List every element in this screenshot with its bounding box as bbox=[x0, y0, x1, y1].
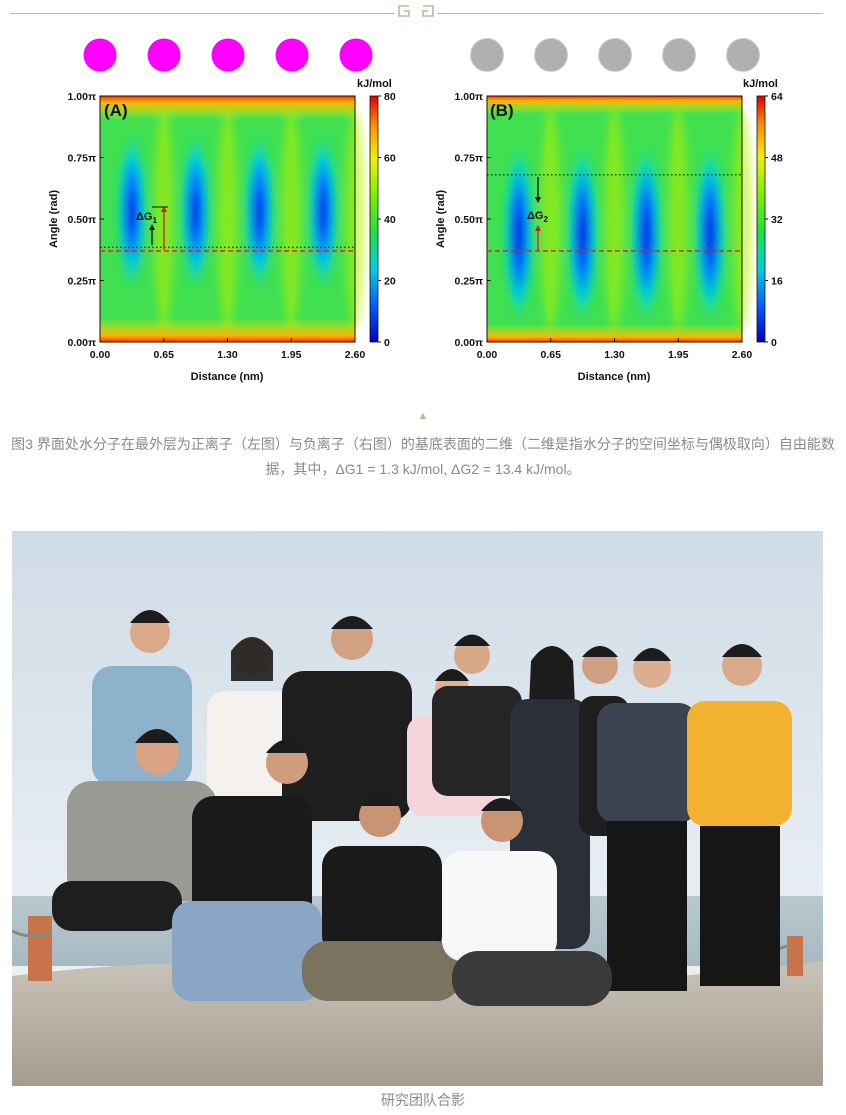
delta-g2-label: ΔG bbox=[527, 210, 543, 222]
x-tick-label: 0.65 bbox=[541, 349, 562, 361]
colorbar-tick-label: 48 bbox=[771, 153, 783, 165]
x-tick-label: 0.65 bbox=[154, 349, 175, 361]
fret-ornament-icon bbox=[398, 5, 410, 17]
panel-label-b: (B) bbox=[490, 101, 514, 120]
x-tick-label: 1.30 bbox=[217, 349, 238, 361]
y-tick-label: 0.00π bbox=[455, 337, 483, 349]
y-tick-label: 1.00π bbox=[68, 91, 96, 103]
x-tick-label: 1.30 bbox=[604, 349, 625, 361]
heatmap-panel-a: (A) ΔG1 bbox=[99, 95, 365, 343]
colorbar-tick-label: 20 bbox=[384, 276, 396, 288]
y-tick-label: 1.00π bbox=[455, 91, 483, 103]
heatmap-minimum bbox=[307, 127, 340, 296]
delta-g1-annotation: ΔG1 bbox=[136, 206, 168, 250]
heatmap-minimum bbox=[502, 140, 535, 328]
anion-icon bbox=[662, 38, 696, 72]
x-tick-label: 1.95 bbox=[281, 349, 302, 361]
anion-icon bbox=[598, 38, 632, 72]
x-tick-label: 0.00 bbox=[477, 349, 498, 361]
cation-icon bbox=[339, 38, 373, 72]
panel-label-a: (A) bbox=[104, 101, 128, 120]
caption-arrow-icon: ▲ bbox=[417, 410, 429, 422]
top-ornament bbox=[0, 0, 846, 24]
fret-ornament-icon bbox=[422, 5, 434, 17]
x-tick-label: 1.95 bbox=[668, 349, 689, 361]
x-tick-label: 2.60 bbox=[345, 349, 366, 361]
heatmap-ridge bbox=[668, 108, 689, 330]
team-photo bbox=[12, 531, 823, 1086]
x-tick-label: 0.00 bbox=[90, 349, 111, 361]
svg-text:ΔG2: ΔG2 bbox=[527, 210, 548, 224]
y-tick-label: 0.75π bbox=[455, 153, 483, 165]
cation-icon bbox=[275, 38, 309, 72]
delta-g1-label: ΔG bbox=[136, 211, 152, 223]
y-tick-label: 0.75π bbox=[68, 153, 96, 165]
colorbar-tick-label: 32 bbox=[771, 214, 783, 226]
svg-text:ΔG1: ΔG1 bbox=[136, 211, 157, 225]
heatmap-minimum bbox=[566, 140, 599, 328]
photo-caption: 研究团队合影 bbox=[381, 1092, 465, 1108]
colorbar-b-unit: kJ/mol bbox=[743, 78, 778, 90]
heatmap-minimum bbox=[115, 127, 148, 296]
y-tick-label: 0.50π bbox=[68, 214, 96, 226]
colorbar-tick-label: 40 bbox=[384, 214, 396, 226]
y-tick-label: 0.25π bbox=[68, 276, 96, 288]
y-axis-label-a: Angle (rad) bbox=[48, 190, 60, 248]
y-tick-label: 0.00π bbox=[68, 337, 96, 349]
figure-canvas: (A) ΔG1 (B) bbox=[48, 38, 783, 383]
x-axis-label-b: Distance (nm) bbox=[578, 371, 651, 383]
anion-icon bbox=[534, 38, 568, 72]
heatmap-ridge bbox=[540, 108, 561, 330]
y-tick-label: 0.25π bbox=[455, 276, 483, 288]
heatmap-panel-b: (B) ΔG2 bbox=[486, 95, 752, 343]
anion-row bbox=[470, 38, 760, 72]
y-axis-label-b: Angle (rad) bbox=[435, 190, 447, 248]
heatmap-b-bottom-band bbox=[487, 324, 742, 342]
heatmap-minimum bbox=[694, 140, 727, 328]
colorbar-tick-label: 64 bbox=[771, 91, 783, 103]
heatmap-a-top-band bbox=[100, 96, 355, 120]
delta-g2-subscript: 2 bbox=[543, 215, 548, 224]
cation-icon bbox=[83, 38, 117, 72]
axis-ticks: 0.00 0.65 1.30 1.95 2.60 0.00π 0.25π 0.50π 0.75π… bbox=[68, 91, 783, 361]
heatmap-b-top-band bbox=[487, 96, 742, 114]
heatmap-minimum bbox=[179, 127, 212, 296]
heatmap-ridge bbox=[604, 108, 625, 330]
x-axis-label-a: Distance (nm) bbox=[191, 371, 264, 383]
x-tick-label: 2.60 bbox=[732, 349, 753, 361]
cation-row bbox=[83, 38, 373, 72]
colorbar-tick-label: 0 bbox=[771, 337, 777, 349]
ornament-line-right bbox=[437, 13, 823, 14]
colorbar-tick-label: 0 bbox=[384, 337, 390, 349]
anion-icon bbox=[726, 38, 760, 72]
figure-caption: 图3 界面处水分子在最外层为正离子（左图）与负离子（右图）的基底表面的二维（二维… bbox=[11, 436, 835, 477]
heatmap-ridge bbox=[217, 108, 238, 330]
colorbar-tick-label: 16 bbox=[771, 276, 783, 288]
delta-g2-annotation: ΔG2 bbox=[527, 177, 548, 251]
heatmap-b-wells bbox=[502, 108, 752, 330]
colorbar-b bbox=[756, 95, 766, 343]
colorbar-a bbox=[369, 95, 379, 343]
free-energy-figure: (A) ΔG1 (B) bbox=[0, 24, 846, 424]
colorbar-a-unit: kJ/mol bbox=[357, 78, 392, 90]
heatmap-minimum bbox=[243, 127, 276, 296]
ornament-line-left bbox=[10, 13, 395, 14]
heatmap-ridge bbox=[281, 108, 302, 330]
team-photo-image bbox=[12, 531, 823, 1086]
colorbar-tick-label: 80 bbox=[384, 91, 396, 103]
delta-g1-subscript: 1 bbox=[152, 216, 157, 225]
heatmap-minimum bbox=[630, 140, 663, 328]
colorbar-tick-label: 60 bbox=[384, 153, 396, 165]
anion-icon bbox=[470, 38, 504, 72]
heatmap-a-wells bbox=[115, 108, 365, 330]
cation-icon bbox=[211, 38, 245, 72]
y-tick-label: 0.50π bbox=[455, 214, 483, 226]
cation-icon bbox=[147, 38, 181, 72]
